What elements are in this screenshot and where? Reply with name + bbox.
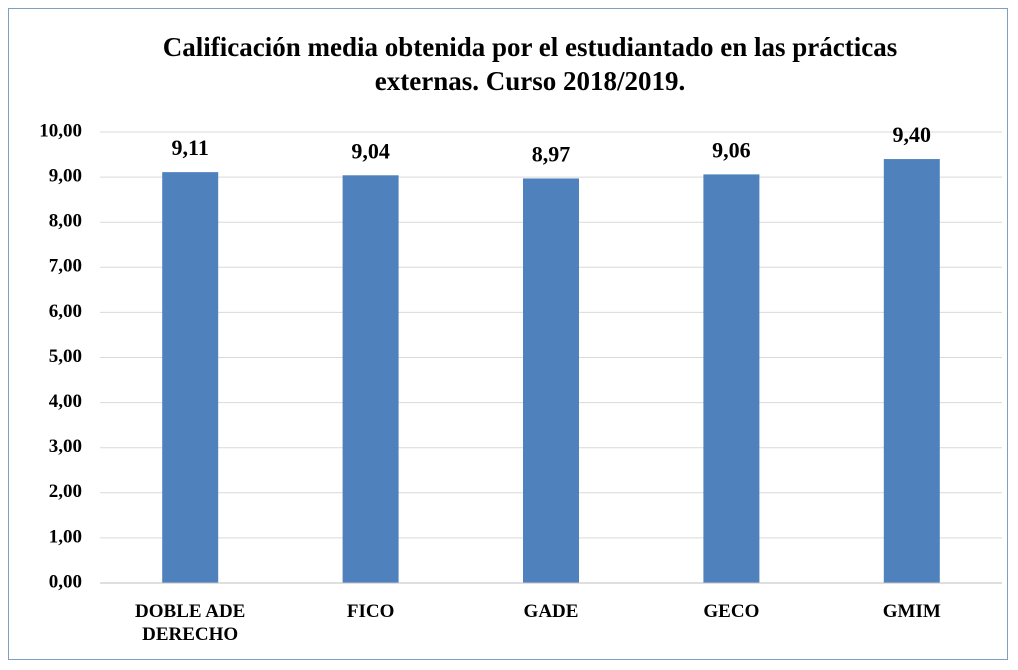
y-tick-label: 3,00	[49, 436, 82, 457]
y-tick-label: 4,00	[49, 391, 82, 412]
y-tick-label: 10,00	[39, 120, 82, 141]
x-tick-label: GADE	[523, 601, 579, 622]
chart-title: Calificación media obtenida por el estud…	[162, 32, 898, 96]
y-tick-label: 8,00	[49, 211, 82, 232]
y-tick-label: 6,00	[49, 301, 82, 322]
value-label: 9,40	[893, 122, 932, 147]
value-label: 9,04	[351, 138, 390, 163]
bar	[523, 178, 579, 583]
x-tick-label: FICO	[346, 601, 395, 622]
x-tick-label: DOBLE ADE DERECHO	[135, 601, 246, 645]
y-tick-label: 7,00	[49, 256, 82, 277]
value-label: 8,97	[532, 141, 571, 166]
bar	[703, 174, 760, 584]
y-tick-label: 0,00	[49, 571, 82, 592]
value-label: 9,11	[172, 135, 209, 160]
bar	[342, 175, 399, 583]
bar	[883, 159, 940, 583]
y-tick-label: 2,00	[49, 481, 82, 502]
y-tick-label: 1,00	[49, 526, 82, 547]
value-label: 9,06	[712, 137, 751, 162]
y-tick-label: 9,00	[49, 165, 82, 186]
y-tick-label: 5,00	[49, 346, 82, 367]
chart-frame	[8, 8, 1008, 660]
x-tick-label: GMIM	[882, 601, 941, 622]
x-tick-label: GECO	[703, 601, 760, 622]
bar	[162, 172, 219, 583]
